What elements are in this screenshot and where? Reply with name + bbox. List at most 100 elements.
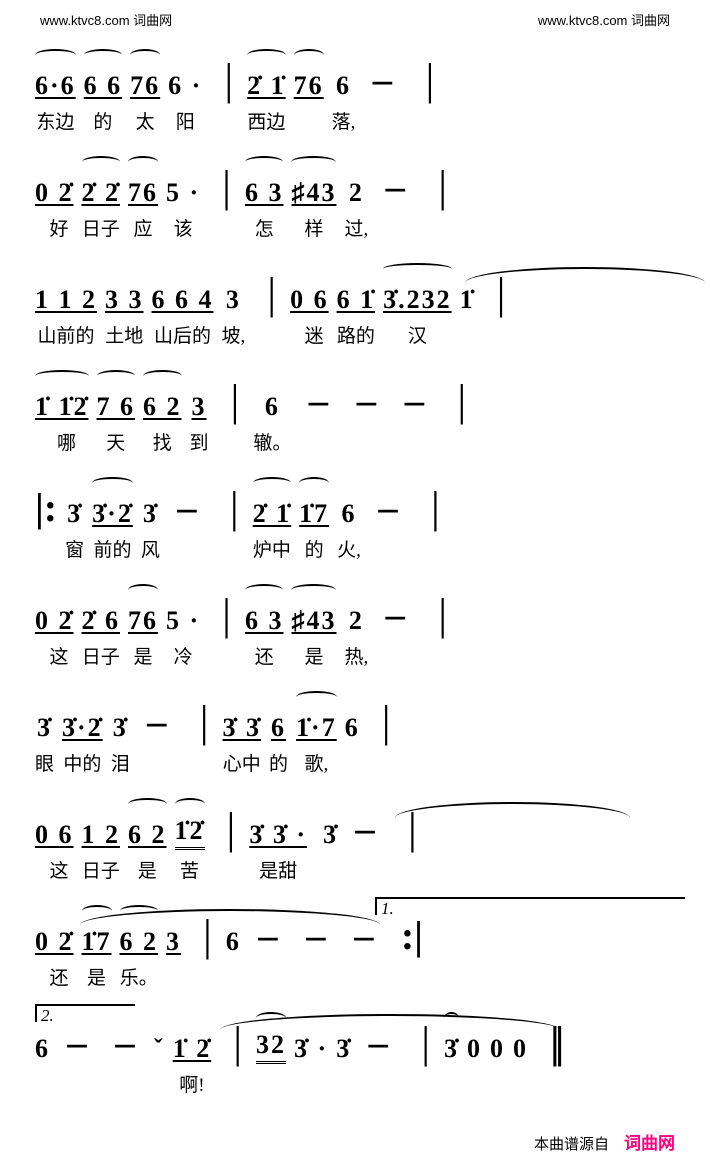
beat-group: － [395,380,435,428]
beat-group: 1̇7的 [299,487,329,562]
music-row-3: 1̇ 1̇2̇ 哪7 6天6 2找3到|6辙。－－－| [35,380,675,455]
beat-group: 6 6 4山后的 [152,273,214,348]
notation: 3̇.232 [383,273,452,315]
notation: 0 6 [35,808,74,850]
notation: 5 · [166,166,200,208]
lyric: 是 [133,642,152,669]
music-row-1: 0 2̇ 好2̇ 2̇日子76应5 ·该|6 3怎♯43样2过,－| [35,166,675,241]
lyric: 阳 [176,107,195,134]
lyric: 火, [337,535,361,562]
beat-group: － [376,166,416,214]
barline: | [227,808,236,850]
lyric: 前的 [93,535,131,562]
notation: ˇ [154,1022,165,1064]
lyric: 怎 [255,214,274,241]
beat-group: 6落, [332,59,356,134]
notation: － [353,380,381,422]
notation: 3̇·2̇ [62,701,103,743]
notation: 1̇7 [82,915,112,957]
beat-group: － [346,808,386,856]
notation: ♯43 [291,166,336,208]
lyric: 日子 [82,856,120,883]
notation: 1̇·7 [296,701,337,743]
beat-group: 3̇风 [141,487,160,562]
beat-group: 0 6 迷 [290,273,329,348]
beat-group: 1̇ 2̇啊! [173,1022,212,1097]
header-left: www.ktvc8.com 词曲网 [40,10,172,29]
lyric: 这 [40,856,69,883]
beat-group: 76是 [128,594,158,669]
notation: 0 2̇ [35,915,74,957]
notation: 1̇2̇ [175,808,205,850]
barline: | [230,487,239,529]
notation: 6 · [168,59,202,101]
barline: | [457,380,466,422]
notation: 6 3 [245,166,284,208]
lyric: 眼 [35,749,54,776]
barline: | [224,59,233,101]
notation: － [382,166,410,208]
notation: － [64,1022,92,1064]
header-right: www.ktvc8.com 词曲网 [538,10,670,29]
lyric: 天 [106,428,125,455]
notation: 2 [349,166,364,208]
header-watermark: www.ktvc8.com 词曲网 www.ktvc8.com 词曲网 [35,10,675,29]
beat-group: 0 2̇ 还 [35,915,74,990]
barline: | [231,380,240,422]
lyric: 日子 [82,642,120,669]
notation: 6 [336,59,351,101]
beat-group: － [138,701,178,749]
barline: | [382,701,391,743]
notation: － [112,1022,140,1064]
notation: 1 1 2 [35,273,97,315]
barline: | [438,166,447,208]
footer-credit: 本曲谱源自 词曲网 [35,1129,675,1154]
repeat-end: :| [401,915,423,957]
music-row-7: 0 6 这1 2日子6 2是1̇2̇苦|3̇ 3̇ ·是甜3̇－| [35,808,675,883]
beat-group: 3̇泪 [111,701,130,776]
lyric: 太 [136,107,155,134]
beat-group: 0 2̇ 这 [35,594,74,669]
notation: － [375,487,403,529]
music-row-0: 6·6东边6 6的76太6 ·阳|2̇ 1̇西边766落,－| [35,59,675,134]
notation: 6 [342,487,357,529]
notation: 2̇ 2̇ [82,166,121,208]
notation: ♯43 [291,594,336,636]
notation: 2̇ 1̇ [253,487,292,529]
beat-group: － [106,1022,146,1070]
notation: 6 1̇ [337,273,376,315]
barline: | [425,59,434,101]
beat-group: 6 2乐。 [120,915,159,990]
barline: | [438,594,447,636]
beat-group: 3̇ 眼 [35,701,54,776]
notation: 3̇ [67,487,82,529]
notation: 3 3 [105,273,144,315]
notation: 2̇ 1̇ [247,59,286,101]
lyric: 冷 [174,642,193,669]
notation: 3̇ [323,808,338,850]
notation: － [352,808,380,850]
beat-group: － [299,380,339,428]
beat-group: 2̇ 1̇西边 [247,59,286,134]
beat-group: 2̇ 6日子 [82,594,121,669]
lyric: 还 [40,963,69,990]
beat-group: ♯43是 [291,594,336,669]
lyric: 迷 [295,321,324,348]
notation: 3̇ [37,701,52,743]
lyric: 中的 [63,749,101,776]
lyric: 的 [93,107,112,134]
notation: 0 6 [290,273,329,315]
lyric: 好 [40,214,69,241]
beat-group: 6 3还 [245,594,284,669]
volta-bracket: 2. [35,1004,135,1022]
beat-group: 2̇ 1̇炉中 [253,487,292,562]
lyric: 窗 [65,535,84,562]
lyric: 这 [40,642,69,669]
music-row-8: 1.0 2̇ 还1̇7是6 2乐。3|6－－－:| [35,915,675,990]
notation: 6 2 [143,380,182,422]
beat-group: 7 6天 [97,380,136,455]
beat-group: 6 火, [337,487,361,562]
notation: 3 [192,380,207,422]
notation: － [382,594,410,636]
barline: | [431,487,440,529]
